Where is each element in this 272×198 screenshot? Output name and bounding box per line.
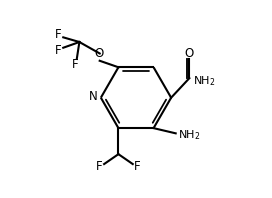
Text: F: F: [134, 160, 141, 173]
Text: F: F: [96, 160, 103, 173]
Text: N: N: [89, 90, 98, 103]
Text: NH$_2$: NH$_2$: [193, 74, 216, 88]
Text: F: F: [55, 28, 61, 41]
Text: F: F: [72, 58, 79, 71]
Text: F: F: [55, 44, 61, 57]
Text: NH$_2$: NH$_2$: [178, 128, 200, 142]
Text: O: O: [185, 47, 194, 60]
Text: O: O: [95, 47, 104, 60]
